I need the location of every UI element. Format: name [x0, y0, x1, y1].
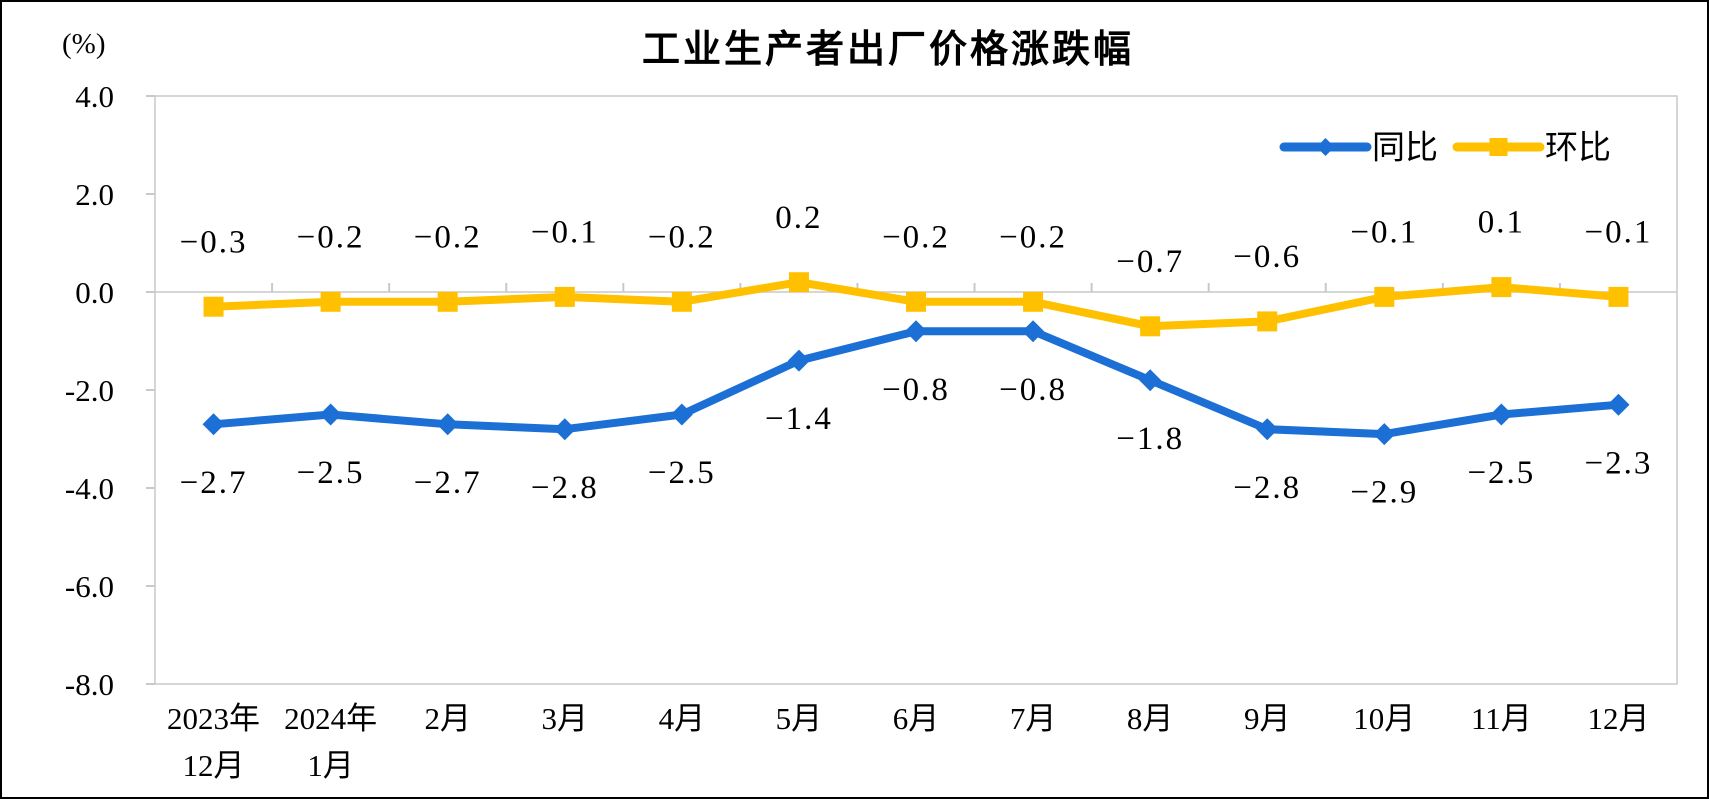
diamond-marker	[436, 413, 459, 436]
data-label: −0.6	[1233, 239, 1301, 275]
square-marker	[788, 272, 809, 293]
diamond-marker	[787, 349, 810, 372]
x-axis-label: 8月	[1127, 701, 1174, 736]
y-tick-label: -8.0	[65, 667, 114, 702]
square-marker	[203, 296, 224, 317]
data-label: −0.2	[297, 219, 365, 255]
x-axis-label: 2024年	[284, 701, 377, 736]
x-axis-label: 2月	[424, 701, 471, 736]
square-marker	[320, 291, 341, 312]
x-axis-label: 12月	[1587, 701, 1649, 736]
square-marker	[1491, 277, 1512, 298]
x-axis-label: 6月	[893, 701, 940, 736]
square-marker	[1608, 286, 1629, 307]
data-label: −2.5	[297, 455, 365, 491]
data-label: −0.2	[999, 219, 1067, 255]
y-tick-label: 4.0	[75, 79, 114, 114]
x-axis-label: 7月	[1010, 701, 1057, 736]
diamond-marker	[1022, 320, 1045, 343]
data-label: 0.1	[1478, 205, 1525, 241]
data-label: −2.8	[1233, 470, 1301, 506]
y-axis-unit-label: (%)	[62, 28, 106, 60]
y-tick-label: -2.0	[65, 373, 114, 408]
square-marker	[671, 291, 692, 312]
diamond-marker	[1139, 369, 1162, 392]
data-label: −0.8	[999, 372, 1067, 408]
x-axis-label: 3月	[542, 701, 589, 736]
data-label: −2.5	[1467, 455, 1535, 491]
data-label: −0.7	[1116, 244, 1184, 280]
diamond-marker	[1607, 393, 1630, 416]
x-axis-label: 2023年	[167, 701, 260, 736]
x-axis-label: 10月	[1353, 701, 1415, 736]
diamond-marker	[1256, 418, 1279, 441]
x-axis-label: 11月	[1471, 701, 1532, 736]
square-marker	[554, 286, 575, 307]
diamond-marker	[202, 413, 225, 436]
y-tick-label: 2.0	[75, 177, 114, 212]
chart-title: 工业生产者出厂价格涨跌幅	[641, 29, 1134, 71]
y-tick-label: -6.0	[65, 569, 114, 604]
data-label: −0.8	[882, 372, 950, 408]
legend-label: 同比	[1372, 129, 1438, 166]
data-label: −1.8	[1116, 421, 1184, 457]
x-axis-label: 9月	[1244, 701, 1291, 736]
legend-label: 环比	[1545, 129, 1611, 166]
data-label: −2.7	[414, 465, 482, 501]
square-marker	[437, 291, 458, 312]
data-label: −0.1	[531, 214, 599, 250]
diamond-marker	[1373, 423, 1396, 446]
square-marker	[1140, 316, 1161, 337]
y-tick-label: -4.0	[65, 471, 114, 506]
data-label: −0.1	[1350, 214, 1418, 250]
square-marker	[1257, 311, 1278, 332]
x-axis-label: 1月	[307, 748, 354, 783]
data-label: −1.4	[765, 401, 833, 437]
legend-diamond-marker	[1316, 138, 1335, 156]
diamond-marker	[319, 403, 342, 426]
x-axis-label: 12月	[183, 748, 245, 783]
diamond-marker	[670, 403, 693, 426]
square-marker	[1374, 286, 1395, 307]
data-label: −2.9	[1350, 475, 1418, 511]
data-label: −0.2	[414, 219, 482, 255]
diamond-marker	[1490, 403, 1513, 426]
x-axis-label: 4月	[659, 701, 706, 736]
square-marker	[906, 291, 926, 312]
diamond-marker	[905, 320, 927, 343]
data-label: −2.8	[531, 470, 599, 506]
y-tick-label: 0.0	[75, 275, 114, 310]
diamond-marker	[553, 418, 576, 441]
legend-square-marker	[1489, 138, 1508, 156]
data-label: −2.3	[1585, 445, 1653, 481]
data-label: 0.2	[775, 200, 822, 236]
data-label: −2.7	[180, 465, 248, 501]
data-label: −0.2	[882, 219, 950, 255]
data-label: −2.5	[648, 455, 716, 491]
data-label: −0.3	[180, 224, 248, 260]
square-marker	[1023, 291, 1044, 312]
data-label: −0.2	[648, 219, 716, 255]
data-label: −0.1	[1585, 214, 1653, 250]
x-axis-label: 5月	[776, 701, 823, 736]
